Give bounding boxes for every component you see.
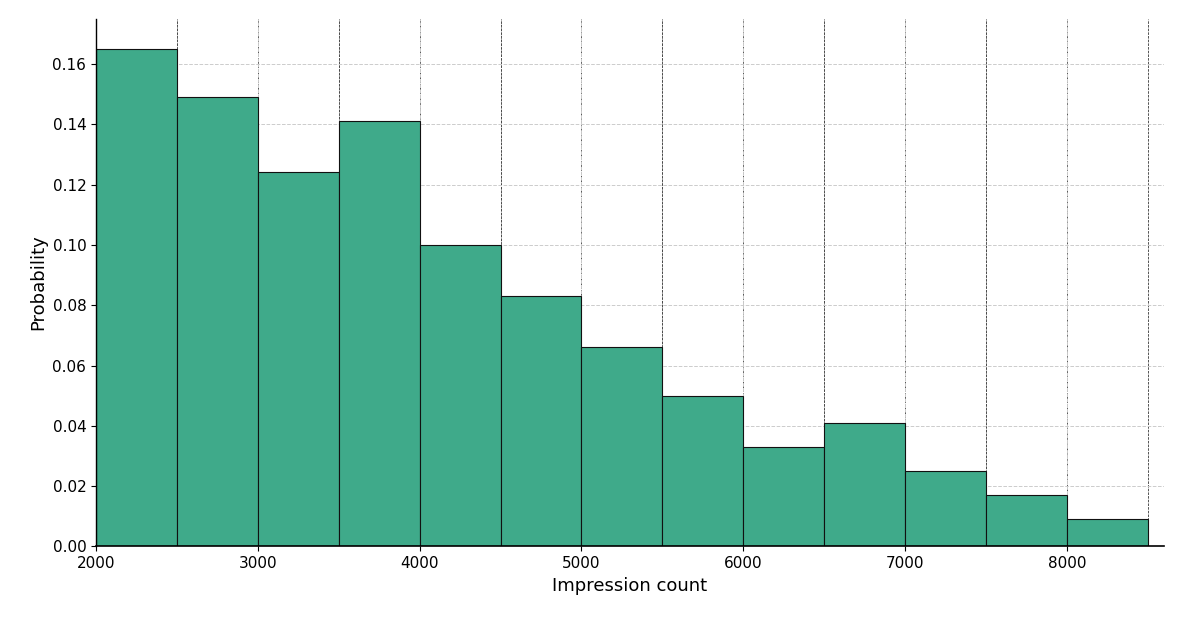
Y-axis label: Probability: Probability: [29, 235, 47, 330]
Bar: [824, 423, 905, 546]
Bar: [905, 471, 986, 546]
Bar: [743, 447, 824, 546]
Bar: [662, 396, 743, 546]
Bar: [338, 121, 420, 546]
X-axis label: Impression count: Impression count: [552, 577, 708, 595]
Bar: [986, 495, 1067, 546]
Bar: [420, 245, 500, 546]
Bar: [258, 173, 338, 546]
Bar: [176, 97, 258, 546]
Bar: [582, 347, 662, 546]
Bar: [500, 296, 582, 546]
Bar: [1067, 519, 1148, 546]
Bar: [96, 49, 176, 546]
